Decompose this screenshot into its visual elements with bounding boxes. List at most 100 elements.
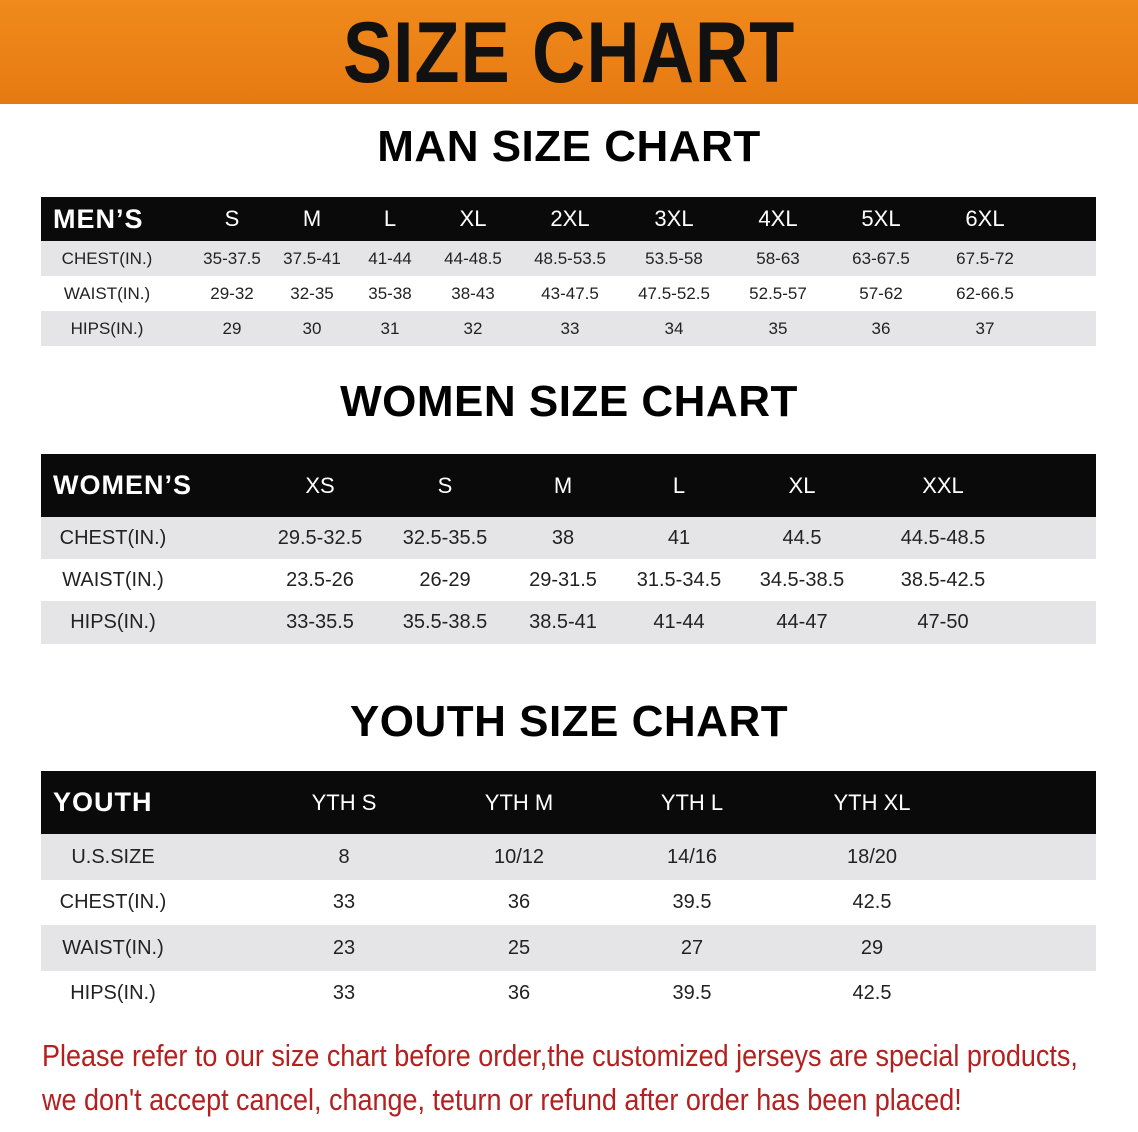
- size-header-cell: XL: [459, 206, 487, 231]
- measurement-value: 42.5: [852, 982, 892, 1004]
- measurement-value: 62-66.5: [956, 283, 1014, 303]
- size-header-cell: YTH M: [484, 789, 554, 815]
- table-row: U.S.SIZE 8 10/12 14/16 18/20: [41, 834, 1096, 880]
- measurement-value: 33: [560, 318, 580, 338]
- size-header-cell: 3XL: [654, 206, 694, 231]
- measurement-value: 47-50: [917, 611, 969, 633]
- men-header-row: MEN’S S M L XL 2XL 3XL 4XL 5XL 6XL: [41, 197, 1096, 241]
- size-header-cell: S: [224, 206, 240, 231]
- table-row: WAIST(IN.) 23 25 27 29: [41, 925, 1096, 971]
- measurement-label: HIPS(IN.): [70, 982, 156, 1004]
- measurement-value: 36: [507, 891, 531, 913]
- measurement-value: 58-63: [756, 248, 800, 268]
- measurement-value: 57-62: [859, 283, 903, 303]
- measurement-value: 41-44: [368, 248, 412, 268]
- size-chart-banner: SIZE CHART: [0, 0, 1138, 104]
- measurement-value: 42.5: [852, 891, 892, 913]
- measurement-value: 35.5-38.5: [402, 611, 488, 633]
- measurement-value: 37.5-41: [283, 248, 341, 268]
- measurement-value: 34.5-38.5: [759, 568, 845, 591]
- order-notice-line-2: we don't accept cancel, change, teturn o…: [42, 1082, 962, 1117]
- measurement-value: 26-29: [419, 568, 471, 591]
- measurement-value: 43-47.5: [541, 283, 599, 303]
- measurement-value: 32-35: [290, 283, 334, 303]
- measurement-value: 38.5-41: [529, 611, 597, 633]
- size-header-cell: L: [383, 206, 397, 231]
- measurement-value: 29-31.5: [529, 568, 597, 591]
- measurement-value: 39.5: [672, 982, 712, 1004]
- measurement-value: 34: [664, 318, 684, 338]
- measurement-value: 25: [507, 936, 531, 959]
- measurement-value: 38: [551, 526, 575, 549]
- measurement-value: 23: [332, 936, 356, 959]
- measurement-value: 38.5-42.5: [900, 568, 986, 591]
- size-header-cell: YTH S: [311, 789, 377, 815]
- measurement-label: WAIST(IN.): [62, 936, 164, 959]
- youth-size-table: YOUTH YTH S YTH M YTH L YTH XL U.S.SIZE 8 10/12…: [41, 771, 1096, 1016]
- measurement-value: 53.5-58: [645, 248, 703, 268]
- measurement-value: 44.5: [782, 526, 822, 549]
- men-header-label: MEN’S: [53, 203, 144, 234]
- measurement-value: 35-37.5: [203, 248, 261, 268]
- table-row: CHEST(IN.) 29.5-32.5 32.5-35.5 38 41 44.5 44.5…: [41, 517, 1096, 559]
- table-row: WAIST(IN.) 29-32 32-35 35-38 38-43 43-47.5 47.…: [41, 276, 1096, 311]
- measurement-value: 36: [871, 318, 891, 338]
- size-header-cell: 4XL: [758, 206, 798, 231]
- measurement-label: CHEST(IN.): [61, 248, 153, 268]
- size-header-cell: 6XL: [965, 206, 1005, 231]
- women-size-table: WOMEN’S XS S M L XL XXL CHEST(IN.) 29.5-32.5 32.5…: [41, 454, 1096, 644]
- measurement-value: 38-43: [451, 283, 495, 303]
- size-header-cell: M: [553, 472, 573, 498]
- measurement-value: 39.5: [672, 891, 712, 913]
- measurement-value: 48.5-53.5: [534, 248, 606, 268]
- youth-header-row: YOUTH YTH S YTH M YTH L YTH XL: [41, 771, 1096, 834]
- youth-header-label: YOUTH: [53, 787, 153, 817]
- men-section-title: MAN SIZE CHART: [377, 122, 761, 171]
- measurement-label: CHEST(IN.): [59, 526, 167, 549]
- measurement-label: U.S.SIZE: [71, 845, 155, 868]
- table-row: HIPS(IN.) 29 30 31 32 33 34 35 36 37: [41, 311, 1096, 346]
- measurement-label: WAIST(IN.): [63, 283, 151, 303]
- order-notice-line-1: Please refer to our size chart before or…: [42, 1038, 1078, 1073]
- size-header-cell: YTH XL: [833, 789, 911, 815]
- size-header-cell: XXL: [922, 472, 964, 498]
- measurement-value: 67.5-72: [956, 248, 1014, 268]
- measurement-value: 18/20: [846, 845, 898, 868]
- measurement-value: 10/12: [493, 845, 545, 868]
- size-header-cell: XL: [788, 472, 816, 498]
- size-header-cell: M: [302, 206, 322, 231]
- measurement-value: 37: [975, 318, 995, 338]
- measurement-value: 44-48.5: [444, 248, 502, 268]
- measurement-label: CHEST(IN.): [59, 891, 167, 913]
- measurement-value: 32: [463, 318, 483, 338]
- size-header-cell: S: [437, 472, 453, 498]
- measurement-value: 29-32: [210, 283, 254, 303]
- measurement-value: 31: [380, 318, 400, 338]
- measurement-value: 31.5-34.5: [636, 568, 722, 591]
- measurement-value: 14/16: [666, 845, 718, 868]
- measurement-value: 41: [667, 526, 691, 549]
- measurement-label: HIPS(IN.): [70, 318, 144, 338]
- measurement-value: 29.5-32.5: [277, 526, 363, 549]
- women-header-label: WOMEN’S: [53, 470, 192, 500]
- measurement-value: 36: [507, 982, 531, 1004]
- table-row: HIPS(IN.) 33 36 39.5 42.5: [41, 971, 1096, 1016]
- banner-title: SIZE CHART: [342, 5, 796, 101]
- measurement-value: 33: [332, 982, 356, 1004]
- measurement-value: 41-44: [653, 611, 705, 633]
- measurement-value: 33: [332, 891, 356, 913]
- measurement-value: 35: [768, 318, 788, 338]
- size-header-cell: YTH L: [660, 789, 724, 815]
- measurement-value: 44-47: [776, 611, 828, 633]
- measurement-value: 44.5-48.5: [900, 526, 986, 549]
- measurement-value: 23.5-26: [286, 568, 354, 591]
- size-header-cell: 5XL: [861, 206, 901, 231]
- women-header-row: WOMEN’S XS S M L XL XXL: [41, 454, 1096, 517]
- table-row: WAIST(IN.) 23.5-26 26-29 29-31.5 31.5-34.5 34…: [41, 559, 1096, 601]
- measurement-label: HIPS(IN.): [70, 611, 156, 633]
- measurement-value: 30: [302, 318, 322, 338]
- women-section-title: WOMEN SIZE CHART: [340, 377, 798, 426]
- measurement-value: 8: [338, 845, 350, 868]
- measurement-value: 29: [222, 318, 242, 338]
- measurement-value: 29: [860, 936, 884, 959]
